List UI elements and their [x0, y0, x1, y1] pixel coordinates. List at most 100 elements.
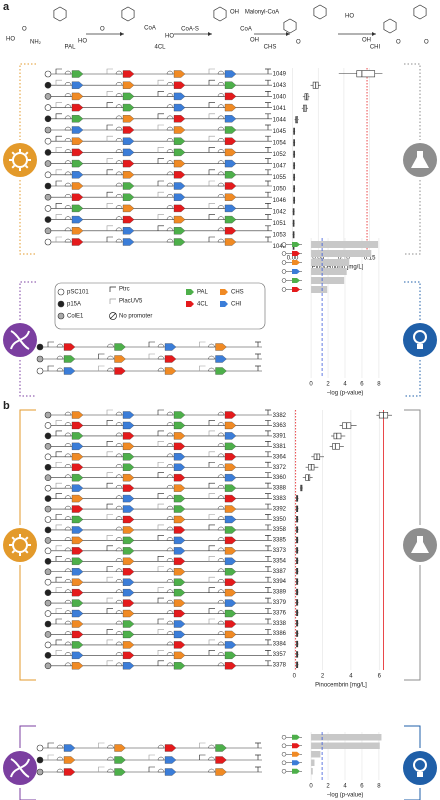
gene [224, 620, 237, 628]
promoter [208, 420, 215, 426]
origin [36, 744, 44, 752]
rbs [115, 599, 123, 604]
origin [36, 756, 44, 764]
rbs [115, 82, 123, 86]
rbs [217, 182, 225, 187]
rbs [64, 422, 72, 426]
gene [71, 81, 84, 89]
rbs [208, 355, 215, 360]
rbs [217, 149, 225, 153]
terminator [265, 203, 271, 209]
promoter [208, 113, 215, 119]
gene [71, 494, 84, 503]
promoter [157, 503, 164, 510]
construct [44, 68, 272, 78]
rbs [166, 149, 174, 153]
row-label: 3383 [273, 496, 287, 502]
gene [71, 171, 84, 179]
x-tick-label: 0 [293, 674, 297, 680]
construct [36, 341, 262, 351]
cofactor-label: Malonyl-CoA [245, 10, 279, 16]
origin [36, 768, 44, 776]
gene [122, 81, 135, 89]
gene [173, 442, 186, 450]
origin [44, 238, 52, 246]
gene [71, 148, 84, 157]
x-tick-label: 0.10 [338, 256, 350, 262]
rbs [64, 464, 72, 468]
promoter [98, 742, 105, 748]
promoter [157, 225, 164, 231]
rbs [64, 620, 72, 625]
terminator [265, 524, 271, 530]
rbs [217, 631, 225, 635]
x-tick-label: 8 [377, 382, 381, 388]
rbs [157, 367, 165, 372]
gene [224, 557, 237, 565]
gene [173, 159, 186, 168]
row-label: 3388 [273, 486, 287, 492]
rbs [157, 343, 165, 348]
gene [122, 70, 135, 78]
x-axis-label: Pinocembrin [mg/L] [315, 683, 367, 689]
rbs [217, 216, 225, 220]
gene [224, 411, 237, 419]
gene [122, 171, 135, 179]
row-label: 3350 [273, 517, 287, 523]
legend-label: No promoter [119, 314, 152, 320]
gene [122, 494, 135, 503]
rbs [64, 70, 72, 75]
gene [224, 536, 237, 545]
construct-icon [292, 743, 300, 749]
construct-icon [281, 769, 287, 774]
gene [224, 92, 237, 101]
gene [71, 484, 84, 492]
promoter [55, 102, 62, 108]
origin [36, 343, 44, 351]
terminator [265, 566, 271, 572]
rbs [107, 768, 114, 773]
construct-icon [292, 751, 300, 757]
terminator [265, 441, 271, 447]
arrow-head [286, 32, 290, 36]
promoter [157, 597, 164, 604]
arrow-head [208, 32, 212, 36]
promoter [199, 365, 206, 371]
construct-icon [292, 251, 300, 256]
bar [311, 241, 379, 248]
gene [122, 227, 135, 235]
gene [122, 115, 135, 123]
terminator [265, 482, 271, 489]
rbs [64, 216, 72, 220]
terminator [255, 365, 261, 371]
gene [173, 630, 186, 639]
promoter [208, 639, 215, 645]
promoter [157, 158, 164, 164]
row-label: 1052 [273, 152, 287, 158]
rbs [217, 205, 225, 209]
rbs [64, 205, 72, 209]
bar [311, 768, 313, 775]
atom-label: O [100, 27, 105, 33]
rbs [166, 547, 174, 552]
rbs [64, 126, 72, 131]
rbs [115, 516, 123, 520]
promoter [106, 102, 113, 108]
icon-part [24, 164, 29, 169]
rbs [115, 537, 123, 541]
gene [224, 103, 237, 112]
gene [224, 453, 237, 461]
gene [173, 526, 186, 534]
construct-icon [281, 260, 287, 265]
rbs [217, 558, 225, 562]
gene [224, 215, 237, 224]
terminator [265, 113, 271, 119]
gene [224, 662, 237, 670]
row-label: 1041 [273, 106, 287, 112]
origin [44, 557, 52, 565]
gene [173, 515, 186, 524]
gene [164, 744, 177, 752]
bracket [19, 409, 36, 681]
rbs [115, 558, 123, 562]
rbs [115, 443, 123, 447]
